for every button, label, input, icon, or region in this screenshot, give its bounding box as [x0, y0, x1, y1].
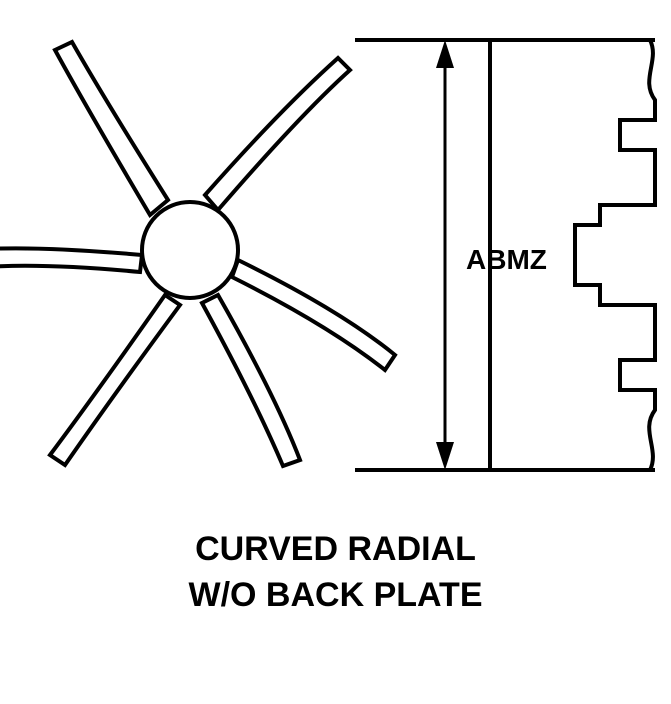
arrowhead-bottom: [436, 442, 454, 470]
blade-1: [205, 58, 350, 210]
blade-3: [0, 248, 142, 272]
impeller-hub: [142, 202, 238, 298]
arrowhead-top: [436, 40, 454, 68]
blade-4: [50, 295, 180, 465]
caption-line-1: CURVED RADIAL: [0, 530, 671, 569]
caption-line-2: W/O BACK PLATE: [0, 576, 671, 615]
blade-6: [232, 260, 395, 370]
blade-2: [55, 42, 168, 215]
dimension-label: ABMZ: [466, 244, 547, 276]
technical-diagram: ABMZ CURVED RADIAL W/O BACK PLATE: [0, 0, 671, 704]
impeller-front-view: [0, 42, 395, 466]
blade-5: [202, 295, 300, 466]
